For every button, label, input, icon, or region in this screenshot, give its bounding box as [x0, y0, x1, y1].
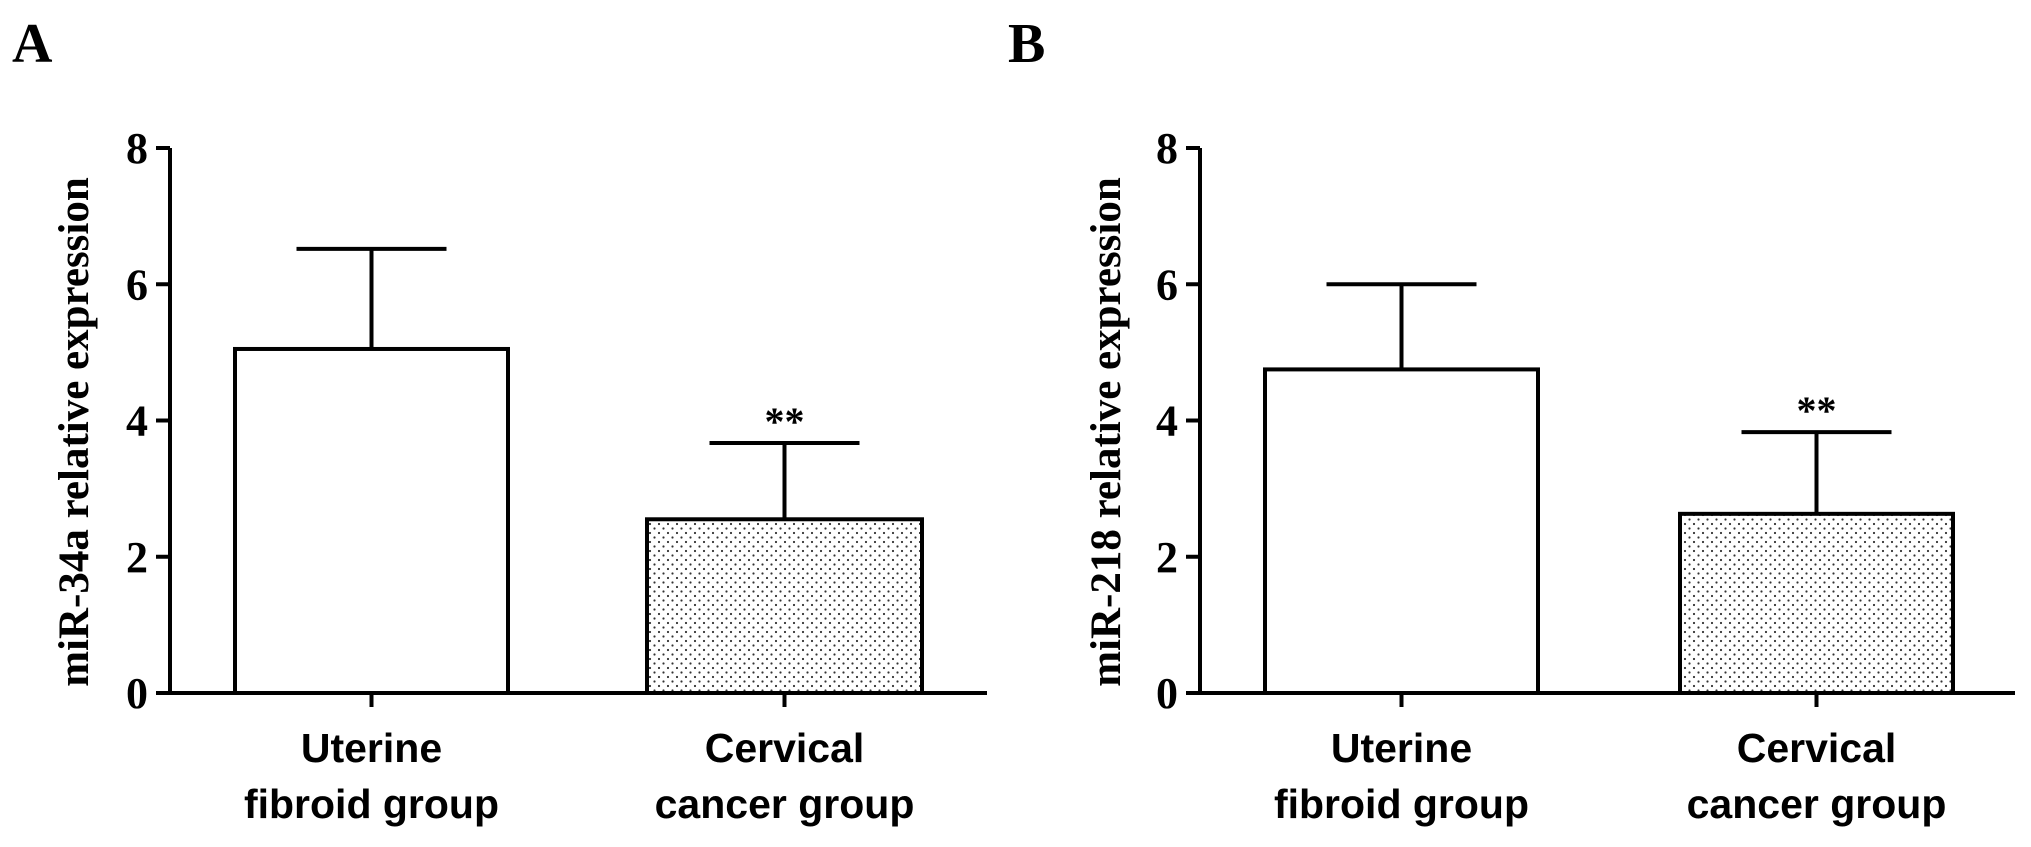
y-tick-label: 0 — [1156, 669, 1178, 718]
chart-panel-a: A miR-34a relative expression 0 2 4 6 8 ** U… — [12, 13, 987, 827]
x-tick-label-line2: fibroid group — [1274, 781, 1529, 827]
y-tick-label: 0 — [126, 669, 148, 718]
y-tick-label: 2 — [126, 533, 148, 582]
x-tick-label-line2: cancer group — [655, 781, 915, 827]
y-ticks: 0 2 4 6 8 — [1156, 124, 1200, 718]
panel-label: B — [1008, 13, 1045, 75]
y-tick-label: 4 — [126, 397, 148, 446]
x-tick-label-line1: Cervical — [705, 725, 865, 771]
x-tick-label-line2: fibroid group — [244, 781, 499, 827]
significance-marker: ** — [765, 399, 805, 444]
x-tick-label-line2: cancer group — [1687, 781, 1947, 827]
y-tick-label: 2 — [1156, 533, 1178, 582]
y-ticks: 0 2 4 6 8 — [126, 124, 170, 718]
bar-cervical-cancer — [645, 517, 924, 695]
bars: ** — [1263, 282, 1955, 695]
bar-uterine-fibroid — [233, 346, 510, 695]
axes — [168, 148, 987, 707]
x-tick-label-line1: Uterine — [1331, 725, 1472, 771]
axes — [1198, 148, 2015, 707]
x-tick-labels: Uterine fibroid group Cervical cancer group — [1274, 725, 1946, 827]
x-tick-labels: Uterine fibroid group Cervical cancer group — [244, 725, 914, 827]
bar-uterine-fibroid — [1263, 367, 1540, 695]
y-tick-label: 8 — [1156, 124, 1178, 173]
chart-panel-b: B miR-218 relative expression 0 2 4 6 8 ** U… — [1008, 13, 2015, 827]
panel-label: A — [12, 13, 53, 75]
y-axis-label: miR-34a relative expression — [51, 177, 98, 687]
y-tick-label: 6 — [126, 260, 148, 309]
y-tick-label: 8 — [126, 124, 148, 173]
bars: ** — [233, 246, 924, 695]
bar-cervical-cancer — [1678, 511, 1955, 695]
x-tick-label-line1: Uterine — [301, 725, 442, 771]
x-tick-label-line1: Cervical — [1737, 725, 1897, 771]
y-tick-label: 4 — [1156, 397, 1178, 446]
y-tick-label: 6 — [1156, 260, 1178, 309]
y-axis-label: miR-218 relative expression — [1083, 177, 1130, 687]
significance-marker: ** — [1797, 388, 1837, 433]
